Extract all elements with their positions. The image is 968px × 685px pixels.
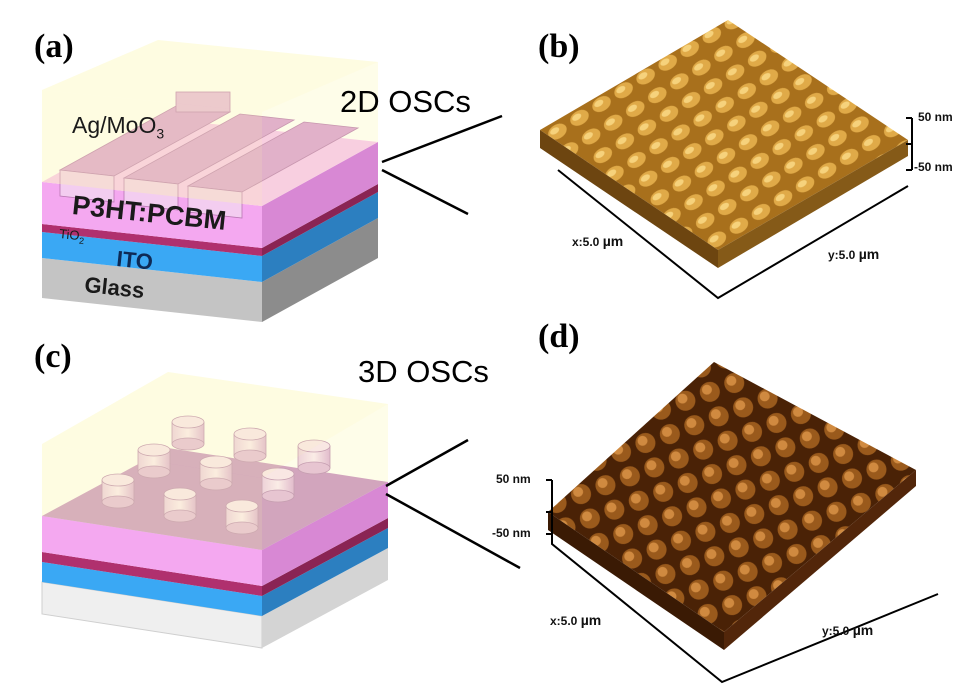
ito-layer-front <box>42 232 262 282</box>
connector-line-top-2 <box>381 168 469 216</box>
afm-edge-front-2d <box>540 130 718 268</box>
label-tio2-main: TiO <box>58 226 81 244</box>
active-layer-front-3d <box>42 516 262 586</box>
afm-edge-side-2d <box>718 140 908 268</box>
encapsulation-side-3d <box>262 404 388 550</box>
encapsulation-top <box>42 40 378 112</box>
device-3d-osc <box>41 372 388 649</box>
afm-2d-xaxis-value: x:5.0 <box>572 235 600 249</box>
connector-line-top-1 <box>381 114 503 164</box>
electrode-stripes <box>58 91 360 219</box>
afm-surface-2d <box>540 20 908 250</box>
label-electrode: Ag/MoO3 <box>72 112 164 142</box>
afm-frame-2d <box>557 169 909 300</box>
active-layer-side-3d <box>262 482 388 586</box>
device-2d-osc <box>42 40 378 322</box>
label-electrode-main: Ag/MoO <box>72 112 157 138</box>
pillar <box>261 467 295 503</box>
afm-3d-xaxis-value: x:5.0 <box>550 614 578 628</box>
afm-edge-front-3d <box>548 512 724 650</box>
pillar <box>171 415 205 451</box>
pillar <box>101 473 135 509</box>
ito-layer-side-3d <box>262 528 388 616</box>
afm-2d-xaxis: x:5.0 µm <box>572 233 623 249</box>
afm-2d-yaxis: y:5.0 µm <box>828 246 879 262</box>
active-layer-top-3d <box>42 448 388 550</box>
afm-3d-xaxis: x:5.0 µm <box>550 612 601 628</box>
glass-layer-side-3d <box>262 548 388 648</box>
ito-layer-side <box>262 192 378 282</box>
afm-2d-zmax: 50 nm <box>918 110 953 124</box>
panel-label-c: (c) <box>34 338 72 375</box>
pillar <box>297 439 331 475</box>
tio2-layer-side <box>262 184 378 256</box>
label-electrode-sub: 3 <box>156 125 165 142</box>
pillar <box>225 499 259 535</box>
label-tio2-sub: 2 <box>78 235 85 247</box>
pillar <box>137 443 171 479</box>
label-tio2: TiO2 <box>58 226 85 246</box>
afm-3d-yaxis: y:5.0 µm <box>822 622 873 638</box>
title-3d-oscs: 3D OSCs <box>358 354 489 389</box>
afm-2d-xaxis-unit: µm <box>602 233 624 249</box>
tio2-layer-side-3d <box>262 518 388 596</box>
afm-2d-zmin: -50 nm <box>914 160 953 174</box>
connector-line-bottom-2 <box>385 492 521 570</box>
glass-layer-front <box>42 258 262 322</box>
afm-3d-xaxis-unit: µm <box>580 612 602 628</box>
afm-surface-3d <box>548 362 916 632</box>
afm-image-3d <box>546 362 939 684</box>
afm-3d-yaxis-value: y:5.0 <box>822 624 850 638</box>
encapsulation-front-3d <box>42 444 262 550</box>
ito-layer-front-3d <box>42 562 262 616</box>
title-2d-oscs: 2D OSCs <box>340 84 471 119</box>
panel-label-b: (b) <box>538 28 580 65</box>
afm-3d-yaxis-unit: µm <box>852 622 874 638</box>
afm-edge-side-3d <box>724 470 916 650</box>
encapsulation-side <box>262 62 378 206</box>
panel-label-d: (d) <box>538 318 580 355</box>
pillar <box>199 455 233 491</box>
connector-line-bottom-1 <box>385 438 469 488</box>
pillars <box>101 415 331 535</box>
encapsulation-front <box>42 90 262 206</box>
afm-image-2d <box>540 20 913 300</box>
panel-label-a: (a) <box>34 28 74 65</box>
tio2-layer-front-3d <box>42 552 262 596</box>
afm-2d-yaxis-value: y:5.0 <box>828 248 856 262</box>
afm-3d-zmax: 50 nm <box>496 472 531 486</box>
glass-layer-side <box>262 218 378 322</box>
encapsulation-top-3d <box>42 372 388 478</box>
pillar <box>233 427 267 463</box>
afm-3d-zmin: -50 nm <box>492 526 531 540</box>
active-layer-side <box>262 142 378 248</box>
pillar <box>163 487 197 523</box>
tio2-layer-front <box>42 224 262 256</box>
label-ito: ITO <box>115 246 155 275</box>
afm-2d-yaxis-unit: µm <box>858 246 880 262</box>
